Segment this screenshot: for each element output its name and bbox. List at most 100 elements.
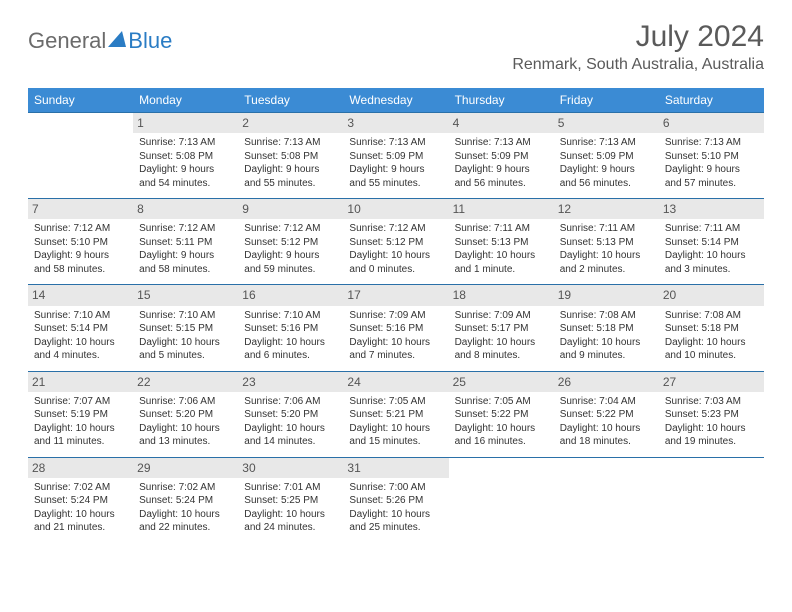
daylight-line: Daylight: 9 hours and 59 minutes. [244, 249, 337, 276]
sunset-line: Sunset: 5:25 PM [244, 494, 337, 508]
sunrise-line: Sunrise: 7:09 AM [455, 309, 548, 323]
sunrise-line: Sunrise: 7:08 AM [665, 309, 758, 323]
sunset-line: Sunset: 5:20 PM [244, 408, 337, 422]
weekday-header-cell: Sunday [28, 88, 133, 112]
sunset-line: Sunset: 5:23 PM [665, 408, 758, 422]
calendar-day-cell: 23Sunrise: 7:06 AMSunset: 5:20 PMDayligh… [238, 371, 343, 457]
day-number: 9 [238, 199, 343, 219]
day-number: 3 [343, 113, 448, 133]
sunrise-line: Sunrise: 7:12 AM [244, 222, 337, 236]
calendar-day-cell: 14Sunrise: 7:10 AMSunset: 5:14 PMDayligh… [28, 284, 133, 370]
sunrise-line: Sunrise: 7:11 AM [665, 222, 758, 236]
month-title: July 2024 [512, 20, 764, 54]
daylight-line: Daylight: 9 hours and 55 minutes. [244, 163, 337, 190]
daylight-line: Daylight: 10 hours and 25 minutes. [349, 508, 442, 535]
daylight-line: Daylight: 9 hours and 58 minutes. [34, 249, 127, 276]
day-number: 5 [554, 113, 659, 133]
day-number: 18 [449, 285, 554, 305]
calendar-day-cell: 9Sunrise: 7:12 AMSunset: 5:12 PMDaylight… [238, 198, 343, 284]
daylight-line: Daylight: 10 hours and 11 minutes. [34, 422, 127, 449]
calendar-day-cell: 1 Sunrise: 7:13 AMSunset: 5:08 PMDaylight… [133, 112, 238, 198]
day-number: 12 [554, 199, 659, 219]
calendar-day-cell: 5Sunrise: 7:13 AMSunset: 5:09 PMDaylight… [554, 112, 659, 198]
calendar-day-cell: 26Sunrise: 7:04 AMSunset: 5:22 PMDayligh… [554, 371, 659, 457]
daylight-line: Daylight: 10 hours and 21 minutes. [34, 508, 127, 535]
sunrise-line: Sunrise: 7:02 AM [34, 481, 127, 495]
sunset-line: Sunset: 5:08 PM [139, 150, 232, 164]
location-text: Renmark, South Australia, Australia [512, 56, 764, 74]
day-number: 25 [449, 372, 554, 392]
day-number: 20 [659, 285, 764, 305]
day-number: 7 [28, 199, 133, 219]
calendar-day-cell: 18Sunrise: 7:09 AMSunset: 5:17 PMDayligh… [449, 284, 554, 370]
day-number: 1 [133, 113, 238, 133]
sunset-line: Sunset: 5:16 PM [244, 322, 337, 336]
sunset-line: Sunset: 5:10 PM [34, 236, 127, 250]
sunset-line: Sunset: 5:15 PM [139, 322, 232, 336]
daylight-line: Daylight: 9 hours and 58 minutes. [139, 249, 232, 276]
calendar: SundayMondayTuesdayWednesdayThursdayFrid… [28, 88, 764, 543]
daylight-line: Daylight: 10 hours and 24 minutes. [244, 508, 337, 535]
sunrise-line: Sunrise: 7:02 AM [139, 481, 232, 495]
calendar-day-cell: 21Sunrise: 7:07 AMSunset: 5:19 PMDayligh… [28, 371, 133, 457]
sunset-line: Sunset: 5:09 PM [349, 150, 442, 164]
daylight-line: Daylight: 10 hours and 15 minutes. [349, 422, 442, 449]
daylight-line: Daylight: 10 hours and 7 minutes. [349, 336, 442, 363]
daylight-line: Daylight: 9 hours and 54 minutes. [139, 163, 232, 190]
daylight-line: Daylight: 10 hours and 9 minutes. [560, 336, 653, 363]
calendar-weekday-header: SundayMondayTuesdayWednesdayThursdayFrid… [28, 88, 764, 112]
day-number: 19 [554, 285, 659, 305]
sunrise-line: Sunrise: 7:10 AM [244, 309, 337, 323]
sunset-line: Sunset: 5:17 PM [455, 322, 548, 336]
sunset-line: Sunset: 5:09 PM [560, 150, 653, 164]
sunrise-line: Sunrise: 7:13 AM [349, 136, 442, 150]
calendar-day-cell: 3 Sunrise: 7:13 AMSunset: 5:09 PMDaylight… [343, 112, 448, 198]
daylight-line: Daylight: 10 hours and 13 minutes. [139, 422, 232, 449]
day-number: 2 [238, 113, 343, 133]
calendar-day-cell: 12Sunrise: 7:11 AMSunset: 5:13 PMDayligh… [554, 198, 659, 284]
sunrise-line: Sunrise: 7:11 AM [560, 222, 653, 236]
day-number: 15 [133, 285, 238, 305]
calendar-day-cell: 10Sunrise: 7:12 AMSunset: 5:12 PMDayligh… [343, 198, 448, 284]
daylight-line: Daylight: 10 hours and 22 minutes. [139, 508, 232, 535]
daylight-line: Daylight: 10 hours and 5 minutes. [139, 336, 232, 363]
day-number: 28 [28, 458, 133, 478]
calendar-day-cell: 6Sunrise: 7:13 AMSunset: 5:10 PMDaylight… [659, 112, 764, 198]
calendar-empty-cell [659, 457, 764, 543]
day-number: 13 [659, 199, 764, 219]
calendar-empty-cell [449, 457, 554, 543]
sunrise-line: Sunrise: 7:13 AM [139, 136, 232, 150]
sunset-line: Sunset: 5:18 PM [560, 322, 653, 336]
sunset-line: Sunset: 5:11 PM [139, 236, 232, 250]
calendar-day-cell: 15Sunrise: 7:10 AMSunset: 5:15 PMDayligh… [133, 284, 238, 370]
calendar-day-cell: 25Sunrise: 7:05 AMSunset: 5:22 PMDayligh… [449, 371, 554, 457]
sunset-line: Sunset: 5:22 PM [455, 408, 548, 422]
sunrise-line: Sunrise: 7:01 AM [244, 481, 337, 495]
weekday-header-cell: Thursday [449, 88, 554, 112]
daylight-line: Daylight: 9 hours and 55 minutes. [349, 163, 442, 190]
calendar-day-cell: 22Sunrise: 7:06 AMSunset: 5:20 PMDayligh… [133, 371, 238, 457]
sunset-line: Sunset: 5:24 PM [139, 494, 232, 508]
calendar-day-cell: 28Sunrise: 7:02 AMSunset: 5:24 PMDayligh… [28, 457, 133, 543]
day-number: 30 [238, 458, 343, 478]
daylight-line: Daylight: 10 hours and 16 minutes. [455, 422, 548, 449]
day-number: 6 [659, 113, 764, 133]
weekday-header-cell: Friday [554, 88, 659, 112]
sunset-line: Sunset: 5:14 PM [665, 236, 758, 250]
daylight-line: Daylight: 10 hours and 3 minutes. [665, 249, 758, 276]
day-number: 14 [28, 285, 133, 305]
day-number: 11 [449, 199, 554, 219]
daylight-line: Daylight: 10 hours and 6 minutes. [244, 336, 337, 363]
sunrise-line: Sunrise: 7:11 AM [455, 222, 548, 236]
sunrise-line: Sunrise: 7:06 AM [244, 395, 337, 409]
title-block: July 2024 Renmark, South Australia, Aust… [512, 20, 764, 74]
calendar-day-cell: 30 Sunrise: 7:01 AMSunset: 5:25 PMDayligh… [238, 457, 343, 543]
sunrise-line: Sunrise: 7:07 AM [34, 395, 127, 409]
sunset-line: Sunset: 5:13 PM [455, 236, 548, 250]
day-number: 26 [554, 372, 659, 392]
sunrise-line: Sunrise: 7:12 AM [139, 222, 232, 236]
calendar-day-cell: 17Sunrise: 7:09 AMSunset: 5:16 PMDayligh… [343, 284, 448, 370]
day-number: 23 [238, 372, 343, 392]
weekday-header-cell: Monday [133, 88, 238, 112]
weekday-header-cell: Tuesday [238, 88, 343, 112]
